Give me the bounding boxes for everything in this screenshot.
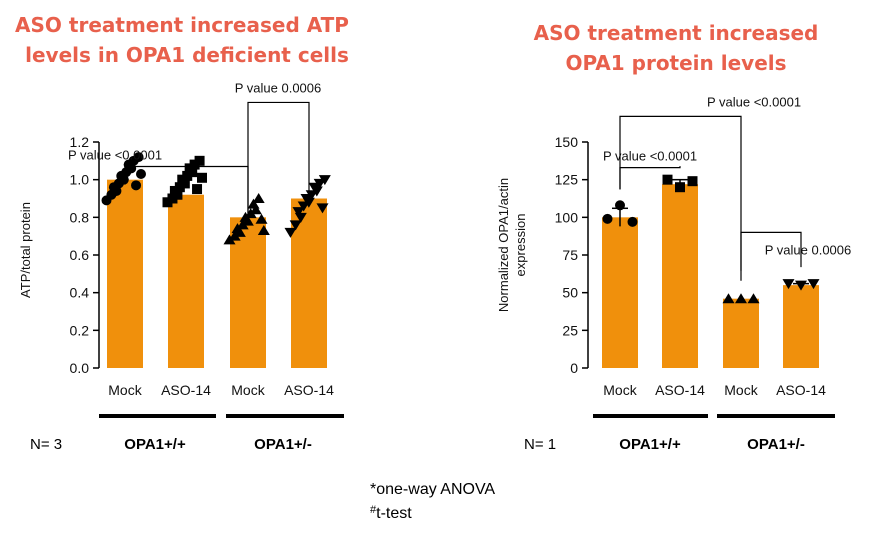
opa1-bars <box>602 184 819 368</box>
atp-chart-title-line2: levels in OPA1 deficient cells <box>25 43 349 67</box>
opa1-comparison-bracket <box>740 231 802 271</box>
atp-data-point <box>252 193 265 203</box>
opa1-p-value-label: P value <0.0001 <box>603 149 697 164</box>
opa1-data-point <box>615 200 625 211</box>
atp-category-label: Mock <box>231 382 265 398</box>
opa1-comparison-bracket <box>619 115 742 281</box>
atp-group-label: OPA1+/+ <box>124 436 186 453</box>
opa1-chart-title-line2: OPA1 protein levels <box>565 51 786 75</box>
opa1-data-point <box>627 216 638 227</box>
atp-data-point <box>197 172 207 183</box>
atp-data-point <box>257 225 270 236</box>
atp-y-tick-label: 0.0 <box>70 360 90 376</box>
atp-bar <box>168 194 204 368</box>
opa1-y-tick-label: 75 <box>562 247 578 263</box>
opa1-data-point <box>807 279 820 290</box>
atp-data-point <box>289 220 302 231</box>
atp-data-point <box>133 152 144 163</box>
atp-data-point <box>249 204 262 215</box>
atp-n-label: N= 3 <box>30 436 62 453</box>
opa1-comparisons: P value <0.0001 P value <0.0001 P value 0.… <box>603 94 852 281</box>
atp-y-axis-label: ATP/total protein <box>18 202 33 298</box>
opa1-data-point <box>675 182 685 193</box>
atp-chart-title-line1: ASO treatment increased ATP <box>15 13 349 37</box>
atp-points <box>101 152 331 245</box>
atp-p-value-label: P value 0.0006 <box>235 80 322 95</box>
opa1-y-axis-label-line1: Normalized OPA1/actin <box>496 178 511 312</box>
atp-y-tick-label: 0.8 <box>70 209 90 225</box>
atp-data-point <box>316 203 329 214</box>
opa1-data-point <box>662 174 673 185</box>
opa1-data-point <box>795 280 807 291</box>
opa1-data-point <box>782 279 795 290</box>
footnote-prefix: # <box>370 504 377 516</box>
opa1-y-tick-label: 50 <box>562 285 578 301</box>
atp-category-label: ASO-14 <box>161 382 211 398</box>
atp-p-value-label: P value <0.0001 <box>68 147 162 162</box>
opa1-p-value-label: P value <0.0001 <box>707 94 801 109</box>
opa1-bar <box>723 298 759 368</box>
atp-y-tick-label: 0.2 <box>70 322 90 338</box>
opa1-y-tick-label: 0 <box>570 360 578 376</box>
opa1-y-ticks: 0 25 50 75 100 125 150 <box>555 134 588 376</box>
opa1-p-value-label: P value 0.0006 <box>765 242 852 257</box>
atp-data-point <box>318 175 331 186</box>
opa1-y-tick-label: 125 <box>555 172 579 188</box>
opa1-data-point <box>747 293 760 304</box>
atp-data-point <box>131 180 142 191</box>
opa1-chart-title-line1: ASO treatment increased <box>534 21 819 45</box>
opa1-data-point <box>687 176 698 187</box>
opa1-category-label: Mock <box>724 382 758 398</box>
opa1-group-label: OPA1+/+ <box>619 436 681 453</box>
atp-data-point <box>192 184 203 195</box>
atp-bar <box>107 179 143 368</box>
opa1-data-point <box>722 293 735 304</box>
atp-data-point <box>136 169 146 180</box>
footnote-ttest: #t-test <box>370 504 412 522</box>
atp-data-point <box>194 155 205 166</box>
opa1-chart: ASO treatment increased OPA1 protein lev… <box>496 21 851 453</box>
atp-chart: ASO treatment increased ATP levels in OP… <box>15 13 349 453</box>
atp-bars <box>107 179 327 368</box>
atp-data-point <box>292 207 305 218</box>
footnote-anova: *one-way ANOVA <box>370 481 495 498</box>
atp-data-point <box>247 198 260 209</box>
atp-y-tick-label: 1.0 <box>70 172 90 188</box>
opa1-bar <box>662 184 698 368</box>
footnote-text: one-way ANOVA <box>376 481 495 498</box>
opa1-y-axis-label-line2: expression <box>513 214 528 277</box>
atp-y-tick-label: 1.2 <box>70 134 90 150</box>
footnote-text: t-test <box>376 505 412 522</box>
atp-y-ticks: 0.0 0.2 0.4 0.6 0.8 1.0 1.2 <box>70 134 99 376</box>
atp-y-tick-label: 0.6 <box>70 247 90 263</box>
opa1-y-tick-label: 100 <box>555 209 579 225</box>
opa1-category-label: Mock <box>603 382 637 398</box>
opa1-n-label: N= 1 <box>524 436 556 453</box>
atp-category-label: ASO-14 <box>284 382 334 398</box>
opa1-category-label: ASO-14 <box>655 382 705 398</box>
opa1-data-point <box>735 293 747 304</box>
footnotes: *one-way ANOVA #t-test <box>370 481 495 522</box>
opa1-group-label: OPA1+/- <box>747 436 805 453</box>
opa1-points <box>602 174 820 304</box>
opa1-y-tick-label: 25 <box>562 322 578 338</box>
opa1-bar <box>602 217 638 368</box>
atp-data-point <box>255 213 268 224</box>
atp-comparisons: P value <0.0001 P value 0.0006 <box>68 80 322 214</box>
atp-group-label: OPA1+/- <box>254 436 312 453</box>
opa1-bar <box>783 285 819 368</box>
atp-y-tick-label: 0.4 <box>70 285 90 301</box>
opa1-error-bars <box>612 178 809 287</box>
opa1-data-point <box>602 213 613 224</box>
opa1-y-tick-label: 150 <box>555 134 579 150</box>
footnote-prefix: * <box>370 481 376 498</box>
atp-data-point <box>284 227 297 238</box>
atp-comparison-bracket <box>247 101 310 214</box>
atp-bar <box>230 217 266 368</box>
opa1-category-label: ASO-14 <box>776 382 826 398</box>
atp-category-label: Mock <box>108 382 142 398</box>
